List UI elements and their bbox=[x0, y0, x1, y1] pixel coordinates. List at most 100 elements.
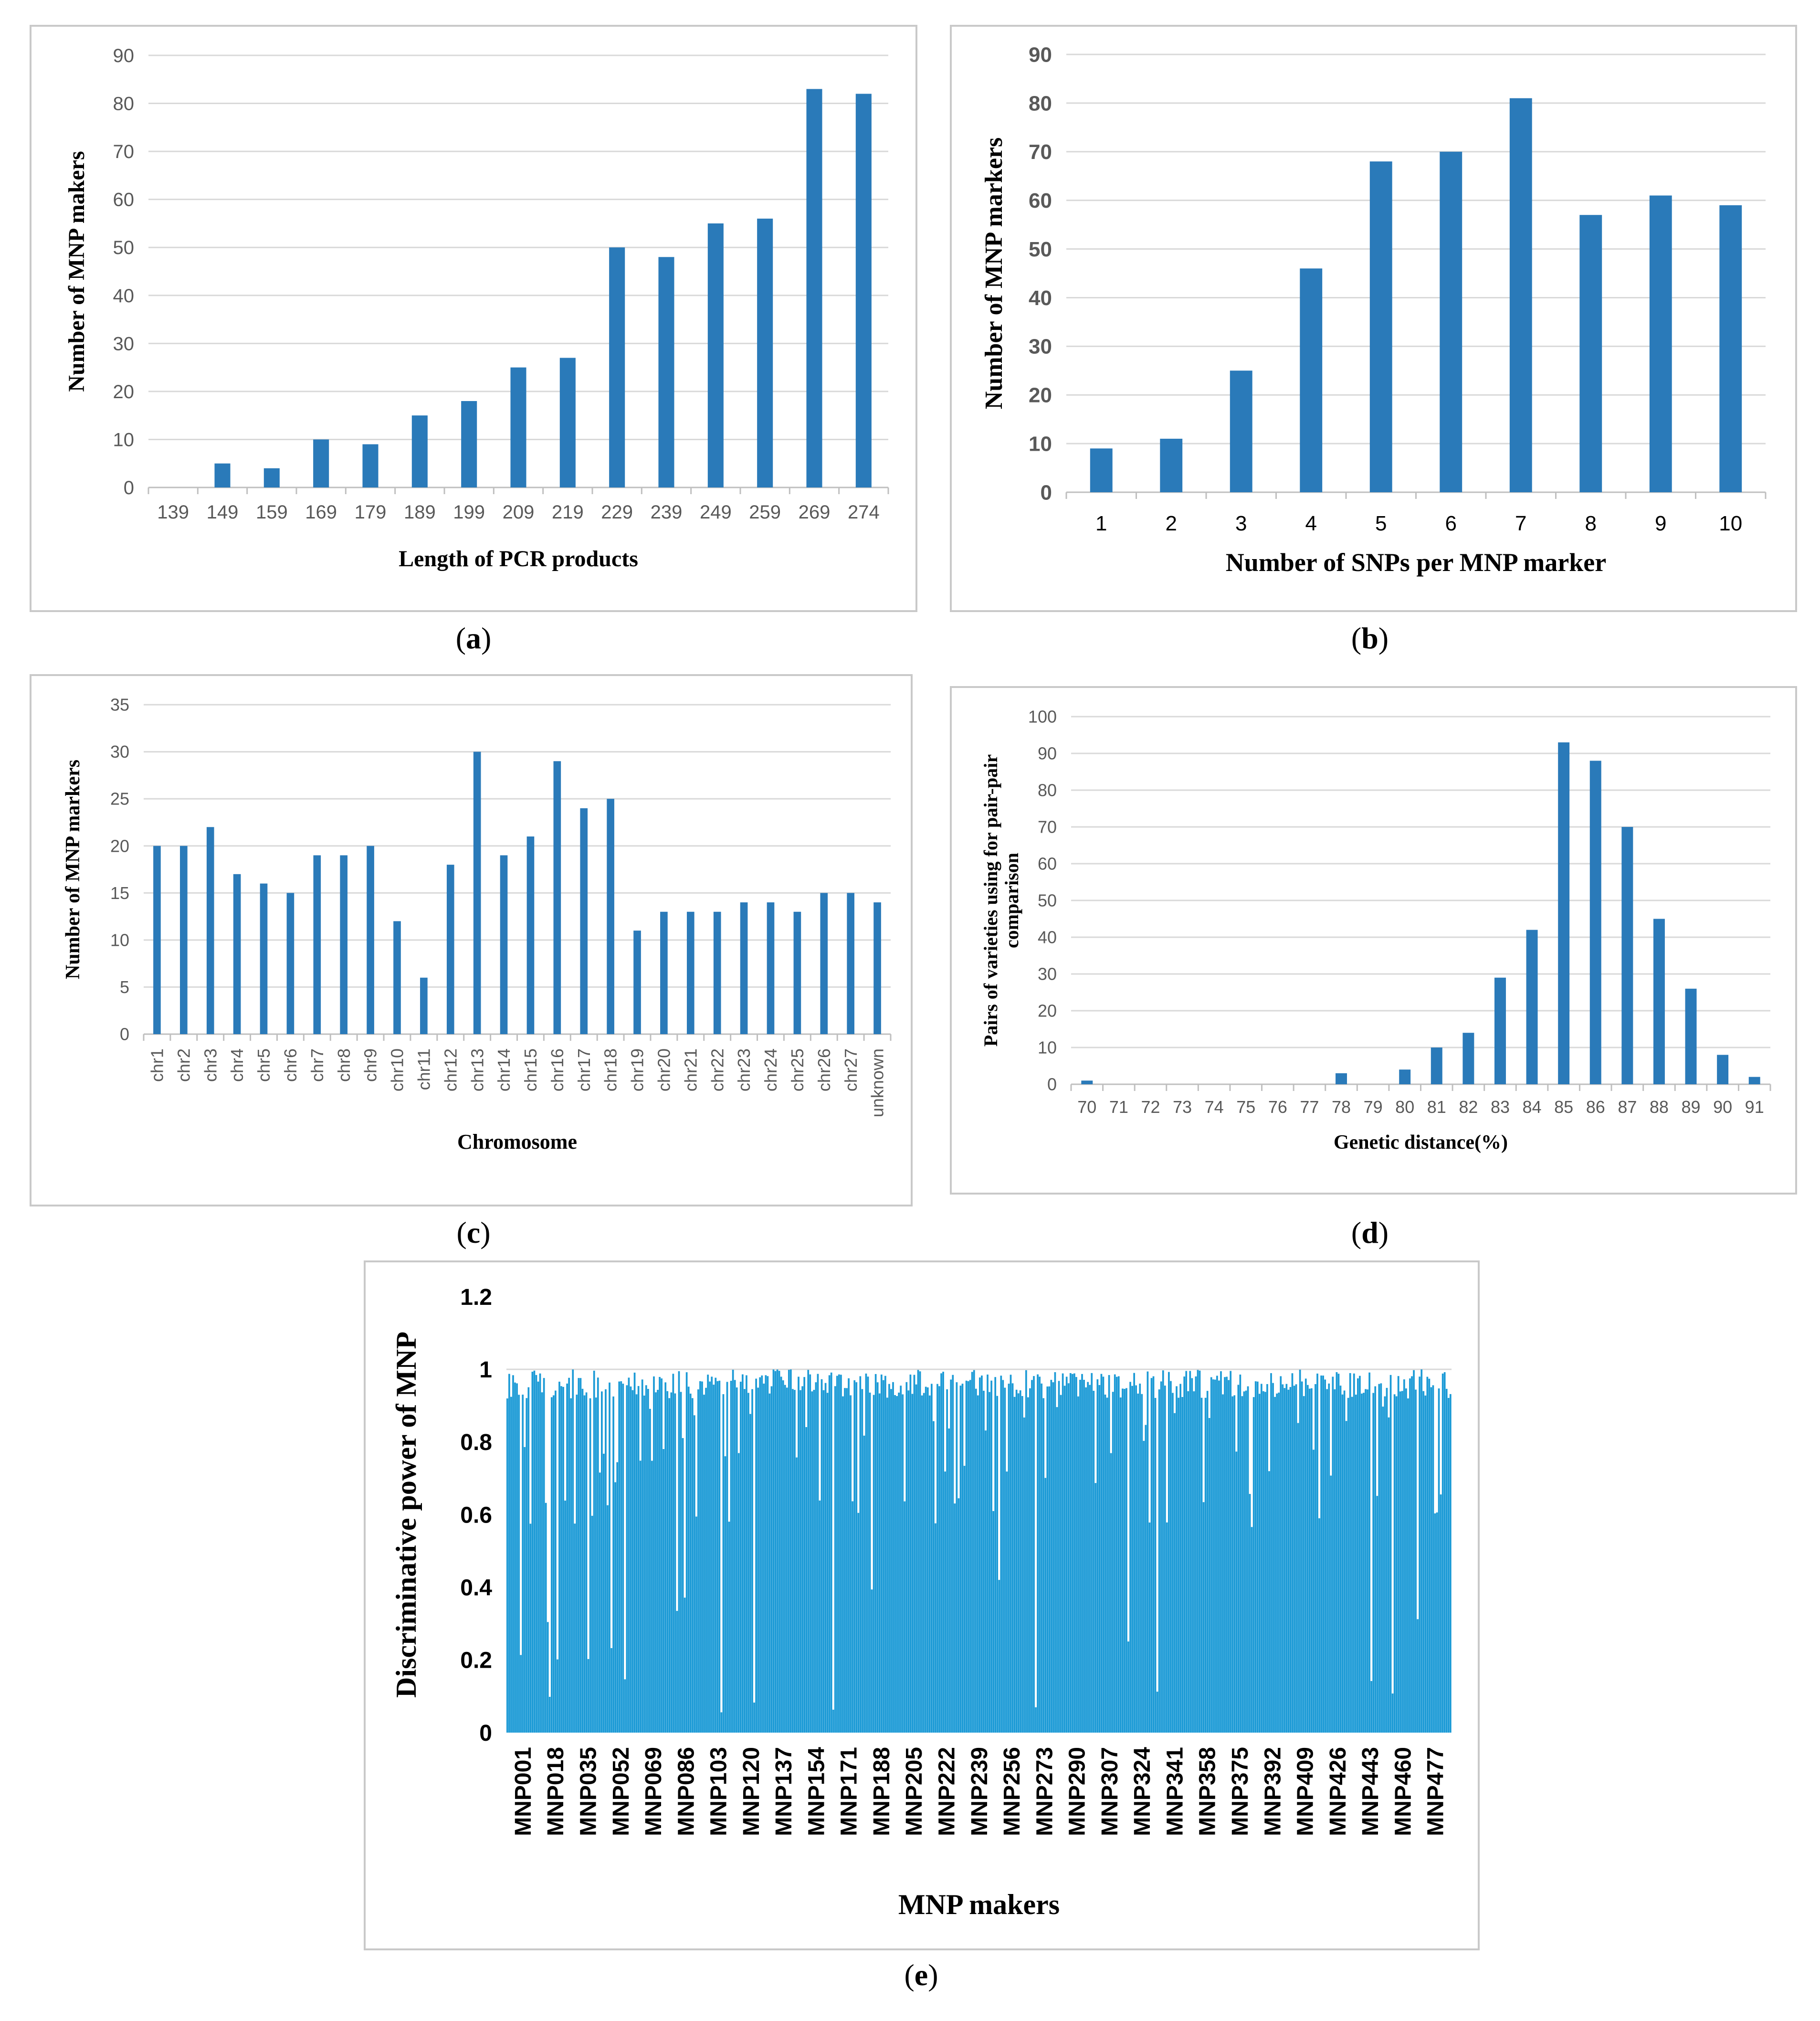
dp-bar-462 bbox=[1397, 1376, 1399, 1733]
dp-bar-256 bbox=[1000, 1376, 1002, 1733]
dp-bar-402 bbox=[1282, 1384, 1284, 1733]
dp-bar-147 bbox=[790, 1369, 792, 1733]
dp-bar-180 bbox=[853, 1380, 856, 1733]
dp-bar-292 bbox=[1069, 1373, 1072, 1733]
x-tick-label-2: 2 bbox=[1166, 512, 1177, 535]
dp-bar-43 bbox=[589, 1398, 591, 1733]
bar-chr27 bbox=[847, 893, 854, 1034]
x-tick-label-169: 169 bbox=[305, 502, 337, 523]
dp-bar-361 bbox=[1202, 1502, 1205, 1733]
x-tick-label-chr8: chr8 bbox=[334, 1048, 354, 1082]
dp-bar-35 bbox=[574, 1524, 576, 1733]
x-tick-label-84: 84 bbox=[1523, 1097, 1542, 1117]
dp-bar-18 bbox=[541, 1392, 543, 1733]
dp-bar-91 bbox=[682, 1438, 684, 1733]
dp-bar-326 bbox=[1135, 1385, 1137, 1733]
y-tick-label-0: 0 bbox=[120, 1025, 129, 1044]
dp-bar-443 bbox=[1361, 1393, 1363, 1733]
y-tick-label-3: 30 bbox=[113, 333, 135, 354]
dp-bar-156 bbox=[807, 1370, 810, 1733]
y-tick-label-9: 90 bbox=[113, 45, 135, 66]
dp-bar-82 bbox=[664, 1382, 667, 1733]
bar-81 bbox=[1431, 1048, 1442, 1084]
dp-bar-391 bbox=[1260, 1384, 1262, 1733]
dp-bar-227 bbox=[944, 1471, 946, 1733]
dp-bar-71 bbox=[643, 1395, 645, 1733]
x-tick-label-MNP477: MNP477 bbox=[1423, 1747, 1449, 1836]
y-axis-title: Number of MNP markers bbox=[62, 760, 84, 979]
dp-bar-102 bbox=[703, 1395, 705, 1733]
y-tick-label-1: 10 bbox=[113, 429, 135, 450]
dp-bar-446 bbox=[1367, 1389, 1368, 1733]
dp-bar-347 bbox=[1176, 1386, 1178, 1733]
dp-bar-13 bbox=[531, 1372, 534, 1733]
dp-bar-3 bbox=[512, 1375, 514, 1733]
dp-bar-382 bbox=[1243, 1391, 1245, 1733]
dp-bar-2 bbox=[510, 1397, 512, 1733]
dp-bar-308 bbox=[1100, 1374, 1103, 1733]
dp-bar-146 bbox=[788, 1370, 790, 1733]
dp-bar-434 bbox=[1343, 1390, 1346, 1733]
dp-bar-317 bbox=[1117, 1376, 1120, 1733]
dp-bar-458 bbox=[1389, 1375, 1392, 1733]
x-tick-label-MNP239: MNP239 bbox=[967, 1747, 992, 1836]
dp-bar-284 bbox=[1054, 1372, 1056, 1733]
dp-bar-223 bbox=[936, 1384, 938, 1733]
dp-bar-195 bbox=[882, 1380, 884, 1733]
dp-bar-264 bbox=[1015, 1389, 1018, 1733]
dp-bar-214 bbox=[919, 1371, 921, 1733]
dp-bar-41 bbox=[585, 1392, 588, 1733]
y-tick-label-1: 0.2 bbox=[460, 1648, 492, 1673]
dp-bar-479 bbox=[1430, 1387, 1432, 1733]
dp-bar-30 bbox=[564, 1500, 566, 1733]
dp-bar-280 bbox=[1046, 1386, 1049, 1733]
dp-bar-246 bbox=[981, 1376, 983, 1733]
chart-panel-d: 0 10 20 30 40 50 60 70 80 90 100 70 71 72 73 74 75 76 77 78… bbox=[950, 686, 1797, 1195]
dp-bar-455 bbox=[1384, 1396, 1386, 1733]
dp-bar-270 bbox=[1027, 1397, 1029, 1733]
x-axis-title: Number of SNPs per MNP marker bbox=[1226, 548, 1606, 577]
dp-bar-281 bbox=[1048, 1386, 1051, 1733]
dp-bar-177 bbox=[848, 1378, 850, 1733]
dp-bar-404 bbox=[1285, 1384, 1288, 1733]
dp-bar-101 bbox=[701, 1381, 703, 1733]
dp-bar-346 bbox=[1174, 1413, 1176, 1733]
x-tick-label-MNP052: MNP052 bbox=[609, 1747, 634, 1836]
dp-bar-406 bbox=[1289, 1387, 1292, 1733]
dp-bar-307 bbox=[1098, 1385, 1101, 1733]
dp-bar-230 bbox=[950, 1379, 952, 1733]
dp-bar-457 bbox=[1388, 1417, 1390, 1733]
dp-bar-204 bbox=[900, 1386, 902, 1733]
dp-bar-149 bbox=[794, 1390, 796, 1733]
dp-bar-78 bbox=[657, 1389, 659, 1733]
dp-bar-427 bbox=[1330, 1475, 1332, 1733]
dp-bar-46 bbox=[595, 1397, 597, 1733]
bar-239 bbox=[658, 257, 674, 487]
dp-bar-467 bbox=[1407, 1398, 1409, 1733]
y-tick-label-8: 80 bbox=[1038, 781, 1057, 800]
x-tick-label-chr11: chr11 bbox=[414, 1048, 433, 1090]
dp-bar-190 bbox=[873, 1395, 875, 1733]
dp-bar-416 bbox=[1308, 1388, 1311, 1733]
dp-bar-65 bbox=[631, 1390, 634, 1733]
dp-bar-120 bbox=[737, 1453, 740, 1733]
x-tick-label-7: 7 bbox=[1515, 512, 1526, 535]
dp-bar-196 bbox=[884, 1376, 886, 1733]
y-tick-label-3: 15 bbox=[110, 883, 129, 903]
dp-bar-376 bbox=[1231, 1396, 1234, 1733]
dp-bar-338 bbox=[1158, 1389, 1160, 1733]
dp-bar-377 bbox=[1233, 1395, 1236, 1733]
dp-bar-113 bbox=[724, 1456, 726, 1733]
dp-bar-394 bbox=[1266, 1384, 1268, 1733]
dp-bar-235 bbox=[959, 1386, 962, 1733]
dp-bar-336 bbox=[1154, 1397, 1157, 1733]
dp-bar-319 bbox=[1122, 1388, 1124, 1733]
dp-bar-283 bbox=[1052, 1382, 1054, 1733]
dp-bar-36 bbox=[576, 1395, 578, 1733]
dp-bar-465 bbox=[1403, 1379, 1405, 1733]
bar-87 bbox=[1621, 827, 1633, 1084]
caption-d: (d) bbox=[1351, 1216, 1389, 1249]
dp-bar-20 bbox=[545, 1503, 547, 1733]
dp-bar-182 bbox=[857, 1513, 860, 1733]
dp-bar-261 bbox=[1010, 1375, 1012, 1733]
